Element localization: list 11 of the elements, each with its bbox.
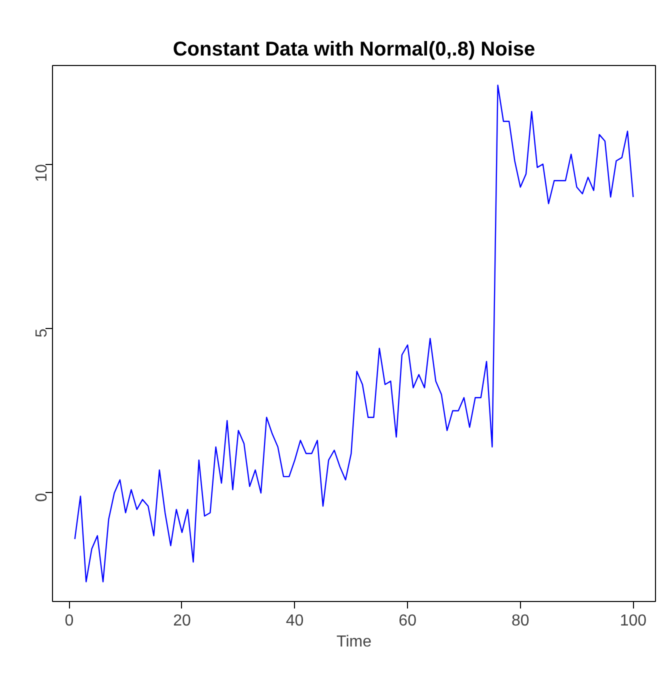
chart-title: Constant Data with Normal(0,.8) Noise: [172, 38, 536, 60]
x-axis-title: Time: [336, 634, 372, 650]
x-tick-label: 0: [64, 612, 74, 630]
x-tick-label: 60: [398, 612, 417, 630]
x-tick-label: 80: [511, 612, 530, 630]
y-tick-label: 10: [34, 164, 50, 182]
x-tick-label: 100: [620, 612, 647, 630]
y-tick-label: 0: [34, 492, 50, 502]
x-tick-label: 40: [286, 612, 304, 630]
x-tick-label: 20: [173, 612, 191, 630]
y-tick-label: 5: [34, 328, 50, 338]
